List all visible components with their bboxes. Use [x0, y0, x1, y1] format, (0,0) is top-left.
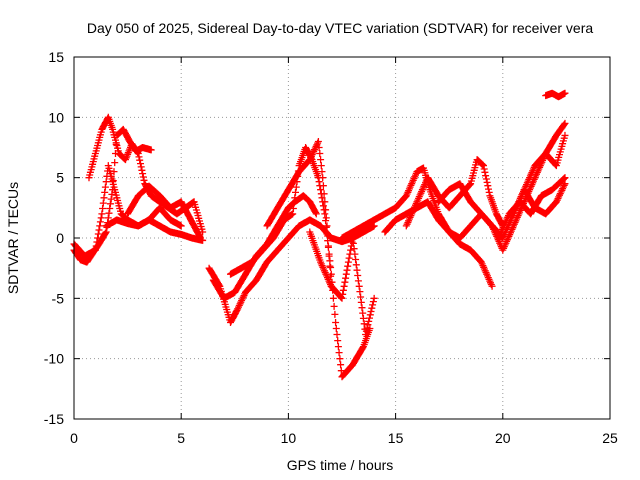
x-tick-label: 10 [281, 430, 297, 446]
data-point-marks [306, 228, 378, 338]
x-axis-label: GPS time / hours [287, 457, 394, 473]
x-tick-label: 0 [70, 430, 78, 446]
series-sat-04 [124, 182, 204, 242]
series-sat-05 [102, 216, 207, 244]
data-point-marks [510, 180, 569, 218]
y-tick-label: -15 [44, 411, 64, 427]
series-sat-15 [488, 131, 569, 254]
series-sat-10 [306, 228, 378, 338]
data-point-marks [542, 89, 569, 101]
series-sat-13 [402, 156, 507, 230]
data-point-marks [102, 216, 207, 244]
x-tick-label: 25 [602, 430, 618, 446]
data-point-marks [205, 216, 378, 326]
series-sat-18 [542, 89, 569, 101]
plot-frame [73, 56, 611, 420]
y-tick-label: 15 [48, 49, 64, 65]
y-tick-label: 5 [56, 170, 64, 186]
y-tick-label: -5 [52, 290, 65, 306]
x-tick-label: 15 [388, 430, 404, 446]
chart-title: Day 050 of 2025, Sidereal Day-to-day VTE… [87, 20, 593, 36]
data-point-marks [263, 138, 335, 290]
y-tick-label: 10 [48, 109, 64, 125]
data-point-marks [85, 113, 207, 236]
series-sat-06 [205, 216, 378, 326]
axis-ticks: 0 5 10 15 20 25 -15 -10 -5 0 5 10 15 [44, 49, 618, 446]
x-tick-label: 5 [177, 430, 185, 446]
y-tick-label: -10 [44, 351, 64, 367]
x-tick-label: 20 [495, 430, 511, 446]
y-axis-label: SDTVAR / TECUs [5, 182, 21, 294]
series-sat-09 [263, 138, 335, 290]
series-sat-17 [510, 180, 569, 218]
series-sat-02 [85, 113, 207, 236]
y-tick-label: 0 [56, 230, 64, 246]
data-point-marks [402, 156, 507, 230]
data-point-marks [124, 182, 204, 242]
data-point-marks [488, 131, 569, 254]
